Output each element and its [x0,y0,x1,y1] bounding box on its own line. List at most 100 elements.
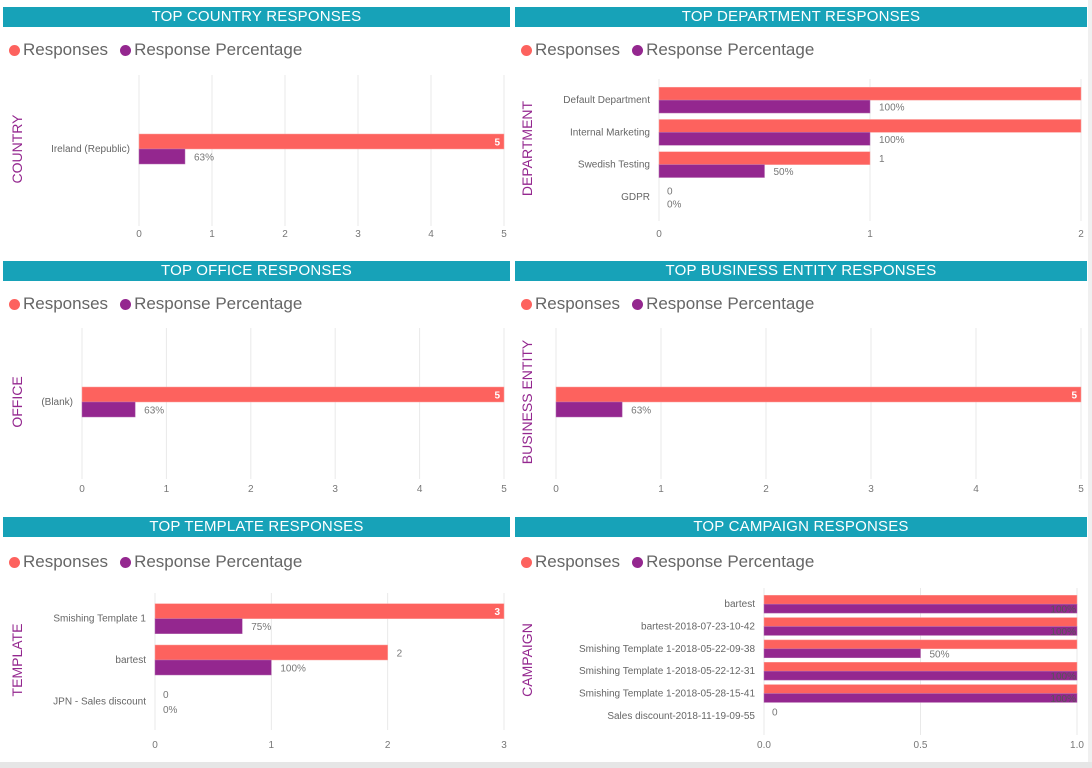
responses-bar[interactable] [763,661,1078,672]
y-axis-title: OFFICE [9,376,25,427]
x-tick-label: 2 [763,484,769,495]
x-tick-label: 0 [79,484,85,495]
x-tick-label: 1 [209,229,215,240]
percentage-bar[interactable] [154,618,243,634]
office-chart-title: TOP OFFICE RESPONSES [3,261,510,281]
percentage-bar[interactable] [555,401,623,418]
x-tick-label: 1 [867,229,873,240]
percentage-bar[interactable] [763,670,1078,681]
percentage-bar[interactable] [763,693,1078,703]
x-tick-label: 5 [1078,484,1084,495]
percentage-bar[interactable] [658,164,765,178]
x-tick-label: 4 [417,484,423,495]
percentage-bar[interactable] [658,99,871,114]
country-chart: 0 1 2 3 4 5 COUNTRY Ireland (Republic) 5 63% [9,75,507,240]
x-tick-label: 1 [269,740,275,751]
legend-label-responses: Responses [535,294,621,313]
percentage-bar[interactable] [81,401,136,418]
legend-label-percentage: Response Percentage [134,40,303,59]
x-tick-label: 5 [501,484,507,495]
legend-label-responses: Responses [535,552,621,571]
responses-bar[interactable] [763,617,1078,627]
responses-bar[interactable] [763,639,1078,650]
legend-item-responses[interactable]: Responses [521,552,620,572]
y-axis-title: TEMPLATE [9,624,25,697]
percentage-bar[interactable] [658,132,871,146]
legend-marker-percentage [120,298,132,310]
x-tick-label: 3 [501,740,507,751]
responses-bar[interactable] [763,594,1078,605]
percentage-bar[interactable] [154,659,272,676]
responses-bar[interactable] [658,151,871,165]
legend-label-percentage: Response Percentage [646,40,815,59]
campaign-chart: 0.0 0.5 1.0 CAMPAIGN bartest 100% bartest-2018… [519,588,1084,751]
percentage-data-label: 0% [163,705,178,716]
campaign-chart-title: TOP CAMPAIGN RESPONSES [515,517,1087,537]
vertical-scrollbar[interactable] [1088,0,1092,762]
percentage-bar[interactable] [763,626,1078,636]
x-tick-label: 3 [355,229,361,240]
x-tick-label: 1 [658,484,664,495]
percentage-data-label: 50% [774,167,794,178]
business-chart: 0 1 2 3 4 5 BUSINESS ENTITY 5 63% [519,328,1084,495]
legend-marker-responses [521,44,532,56]
percentage-data-label: 0% [667,199,682,210]
responses-bar[interactable] [658,86,1082,101]
category-label: Sales discount-2018-11-19-09-55 [607,711,755,722]
office-legend: Responses Response Percentage [9,294,308,314]
responses-bar[interactable] [81,386,505,403]
business-chart-title: TOP BUSINESS ENTITY RESPONSES [515,261,1087,281]
category-label: Swedish Testing [578,160,650,171]
legend-item-percentage[interactable]: Response Percentage [632,552,814,572]
category-label: Smishing Template 1-2018-05-28-15-41 [579,689,755,700]
legend-item-percentage[interactable]: Response Percentage [120,552,302,572]
legend-item-responses[interactable]: Responses [9,552,108,572]
responses-bar[interactable] [138,133,505,150]
business-legend: Responses Response Percentage [521,294,820,314]
responses-bar[interactable] [154,603,505,619]
responses-data-label: 2 [397,649,403,660]
x-tick-label: 0 [152,740,158,751]
percentage-bar[interactable] [763,603,1078,614]
percentage-data-label: 100% [1050,672,1076,683]
legend-marker-percentage [632,298,644,310]
horizontal-scrollbar[interactable] [0,762,1092,768]
legend-item-responses[interactable]: Responses [9,40,108,60]
template-chart: 0 1 2 3 TEMPLATE Smishing Template 1 3 75% barte… [9,593,507,751]
percentage-data-label: 50% [930,649,950,660]
x-tick-label: 4 [428,229,434,240]
responses-bar[interactable] [154,644,388,661]
responses-bar[interactable] [555,386,1082,403]
legend-item-responses[interactable]: Responses [9,294,108,314]
legend-item-percentage[interactable]: Response Percentage [120,40,302,60]
legend-label-responses: Responses [535,40,621,59]
category-label: bartest [724,599,755,610]
percentage-data-label: 100% [879,103,905,114]
legend-marker-percentage [632,556,644,568]
legend-item-percentage[interactable]: Response Percentage [632,40,814,60]
percentage-data-label: 63% [631,406,651,417]
x-tick-label: 0 [656,229,662,240]
department-legend: Responses Response Percentage [521,40,820,60]
legend-item-responses[interactable]: Responses [521,40,620,60]
percentage-data-label: 100% [1050,694,1076,705]
legend-item-responses[interactable]: Responses [521,294,620,314]
responses-bar[interactable] [763,684,1078,694]
department-chart-title: TOP DEPARTMENT RESPONSES [515,7,1087,27]
responses-data-label: 5 [1071,391,1077,402]
responses-bar[interactable] [658,119,1082,133]
category-label: Smishing Template 1-2018-05-22-09-38 [579,644,755,655]
percentage-data-label: 100% [1050,627,1076,638]
template-chart-title: TOP TEMPLATE RESPONSES [3,517,510,537]
y-axis-title: COUNTRY [9,114,25,184]
legend-marker-percentage [120,44,132,56]
legend-marker-responses [521,298,532,310]
legend-item-percentage[interactable]: Response Percentage [632,294,814,314]
legend-item-percentage[interactable]: Response Percentage [120,294,302,314]
responses-data-label: 3 [494,607,500,618]
x-tick-label: 0.0 [757,740,771,751]
percentage-bar[interactable] [138,148,186,165]
category-label: (Blank) [41,397,73,408]
percentage-bar[interactable] [763,648,921,659]
